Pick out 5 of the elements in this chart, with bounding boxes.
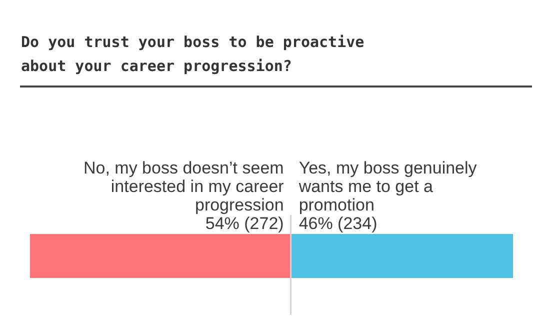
data-label: 54% (272) [205,214,284,233]
data-label: 46% (234) [298,214,378,233]
series-label: No, my boss doesn’t seem interested in my career progression [84,158,284,214]
chart-title: Do you trust your boss to be proactive about your career progression? [21,33,364,75]
series-label: Yes, my boss genuinely wants me to get a promotion [298,158,478,214]
